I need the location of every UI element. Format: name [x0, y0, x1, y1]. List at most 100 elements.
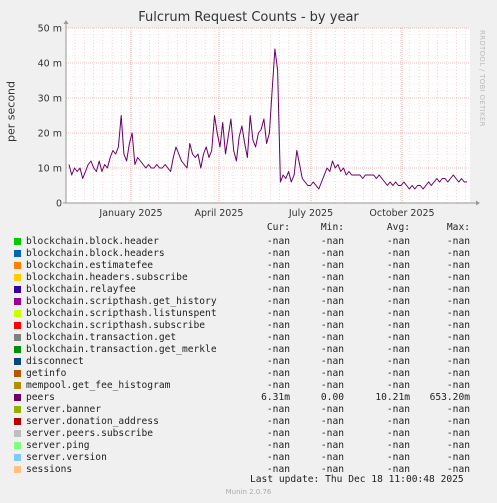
legend-value-max: -nan — [446, 272, 470, 283]
legend-value-avg: -nan — [386, 248, 410, 259]
legend-value-min: -nan — [320, 236, 344, 247]
legend-series-name: mempool.get_fee_histogram — [26, 380, 171, 391]
legend-series-name: server.banner — [26, 404, 102, 415]
legend-value-min: -nan — [320, 332, 344, 343]
legend-series-name: blockchain.block.headers — [26, 248, 165, 259]
legend-series-name: server.ping — [26, 440, 90, 451]
legend-value-cur: -nan — [266, 344, 290, 355]
legend-value-cur: -nan — [266, 320, 290, 331]
legend-value-min: -nan — [320, 416, 344, 427]
legend-value-max: -nan — [446, 404, 470, 415]
legend-swatch — [14, 418, 21, 425]
legend-row: server.peers.subscribe -nan -nan -nan -nan — [14, 428, 494, 440]
legend-value-avg: -nan — [386, 284, 410, 295]
legend-value-cur: -nan — [266, 236, 290, 247]
legend-swatch — [14, 238, 21, 245]
legend-row: blockchain.scripthash.subscribe -nan -nan -… — [14, 320, 494, 332]
legend-swatch — [14, 310, 21, 317]
legend-value-cur: -nan — [266, 296, 290, 307]
legend-value-cur: -nan — [266, 284, 290, 295]
y-tick-label: 40 m — [38, 59, 62, 70]
legend-value-cur: -nan — [266, 248, 290, 259]
legend-series-name: server.peers.subscribe — [26, 428, 154, 439]
legend-swatch — [14, 430, 21, 437]
legend-series-name: disconnect — [26, 356, 84, 367]
legend-value-max: -nan — [446, 260, 470, 271]
legend-value-min: -nan — [320, 284, 344, 295]
legend-value-avg: -nan — [386, 296, 410, 307]
legend-value-cur: -nan — [266, 272, 290, 283]
legend-row: blockchain.transaction.get_merkle -nan -na… — [14, 344, 494, 356]
y-tick-label: 0 — [56, 199, 62, 210]
y-tick-label: 20 m — [38, 129, 62, 140]
legend-value-max: -nan — [446, 332, 470, 343]
legend-value-max: -nan — [446, 452, 470, 463]
legend-row: blockchain.transaction.get -nan -nan -nan -n… — [14, 332, 494, 344]
legend-value-max: -nan — [446, 440, 470, 451]
legend-value-avg: -nan — [386, 320, 410, 331]
legend-value-avg: -nan — [386, 236, 410, 247]
legend-value-max: -nan — [446, 236, 470, 247]
legend-value-cur: -nan — [266, 464, 290, 475]
legend-value-min: -nan — [320, 296, 344, 307]
legend-series-name: blockchain.estimatefee — [26, 260, 154, 271]
legend-value-cur: -nan — [266, 416, 290, 427]
legend-value-avg: -nan — [386, 416, 410, 427]
legend-row: server.version -nan -nan -nan -nan — [14, 452, 494, 464]
legend-value-max: -nan — [446, 464, 470, 475]
legend-swatch — [14, 286, 21, 293]
rrdtool-credit: RRDTOOL / TOBI OETIKER — [478, 30, 486, 127]
legend-swatch — [14, 394, 21, 401]
legend-value-min: -nan — [320, 320, 344, 331]
legend-swatch — [14, 442, 21, 449]
legend-row: blockchain.scripthash.listunspent -nan -na… — [14, 308, 494, 320]
legend-value-avg: -nan — [386, 308, 410, 319]
legend-series-name: sessions — [26, 464, 73, 475]
legend-value-min: 0.00 — [320, 392, 344, 403]
legend-value-max: -nan — [446, 296, 470, 307]
legend-series-name: blockchain.transaction.get_merkle — [26, 344, 217, 355]
legend-value-max: -nan — [446, 428, 470, 439]
legend-swatch — [14, 466, 21, 473]
legend-value-cur: -nan — [266, 452, 290, 463]
legend-row: server.donation_address -nan -nan -nan -nan — [14, 416, 494, 428]
legend-swatch — [14, 334, 21, 341]
legend-row: disconnect -nan -nan -nan -nan — [14, 356, 494, 368]
legend-value-cur: -nan — [266, 260, 290, 271]
legend-swatch — [14, 322, 21, 329]
legend-value-max: -nan — [446, 380, 470, 391]
legend-value-avg: 10.21m — [375, 392, 410, 403]
legend-value-cur: 6.31m — [261, 392, 290, 403]
legend-value-cur: -nan — [266, 428, 290, 439]
legend-swatch — [14, 454, 21, 461]
legend-value-max: -nan — [446, 356, 470, 367]
legend-value-max: -nan — [446, 308, 470, 319]
legend-series-name: server.version — [26, 452, 107, 463]
chart-title: Fulcrum Request Counts - by year — [138, 10, 359, 25]
munin-version: Munin 2.0.76 — [225, 488, 272, 496]
legend-series-name: server.donation_address — [26, 416, 159, 427]
legend-value-max: -nan — [446, 416, 470, 427]
legend-swatch — [14, 250, 21, 257]
legend-value-max: 653.20m — [429, 392, 470, 403]
legend-value-min: -nan — [320, 368, 344, 379]
legend-swatch — [14, 406, 21, 413]
legend-value-avg: -nan — [386, 272, 410, 283]
legend-series-name: getinfo — [26, 368, 67, 379]
legend-row: server.banner -nan -nan -nan -nan — [14, 404, 494, 416]
x-tick-label: July 2025 — [288, 208, 333, 219]
legend-value-max: -nan — [446, 284, 470, 295]
legend-row: getinfo -nan -nan -nan -nan — [14, 368, 494, 380]
legend-series-name: blockchain.scripthash.get_history — [26, 296, 217, 307]
series-line-peers — [68, 48, 467, 190]
legend-value-max: -nan — [446, 368, 470, 379]
legend-value-avg: -nan — [386, 464, 410, 475]
legend-value-min: -nan — [320, 260, 344, 271]
legend-value-avg: -nan — [386, 380, 410, 391]
legend-value-min: -nan — [320, 344, 344, 355]
y-tick-label: 30 m — [38, 94, 62, 105]
plot-background — [66, 28, 470, 203]
legend-header-cur: Cur: — [266, 222, 290, 233]
legend-row: server.ping -nan -nan -nan -nan — [14, 440, 494, 452]
